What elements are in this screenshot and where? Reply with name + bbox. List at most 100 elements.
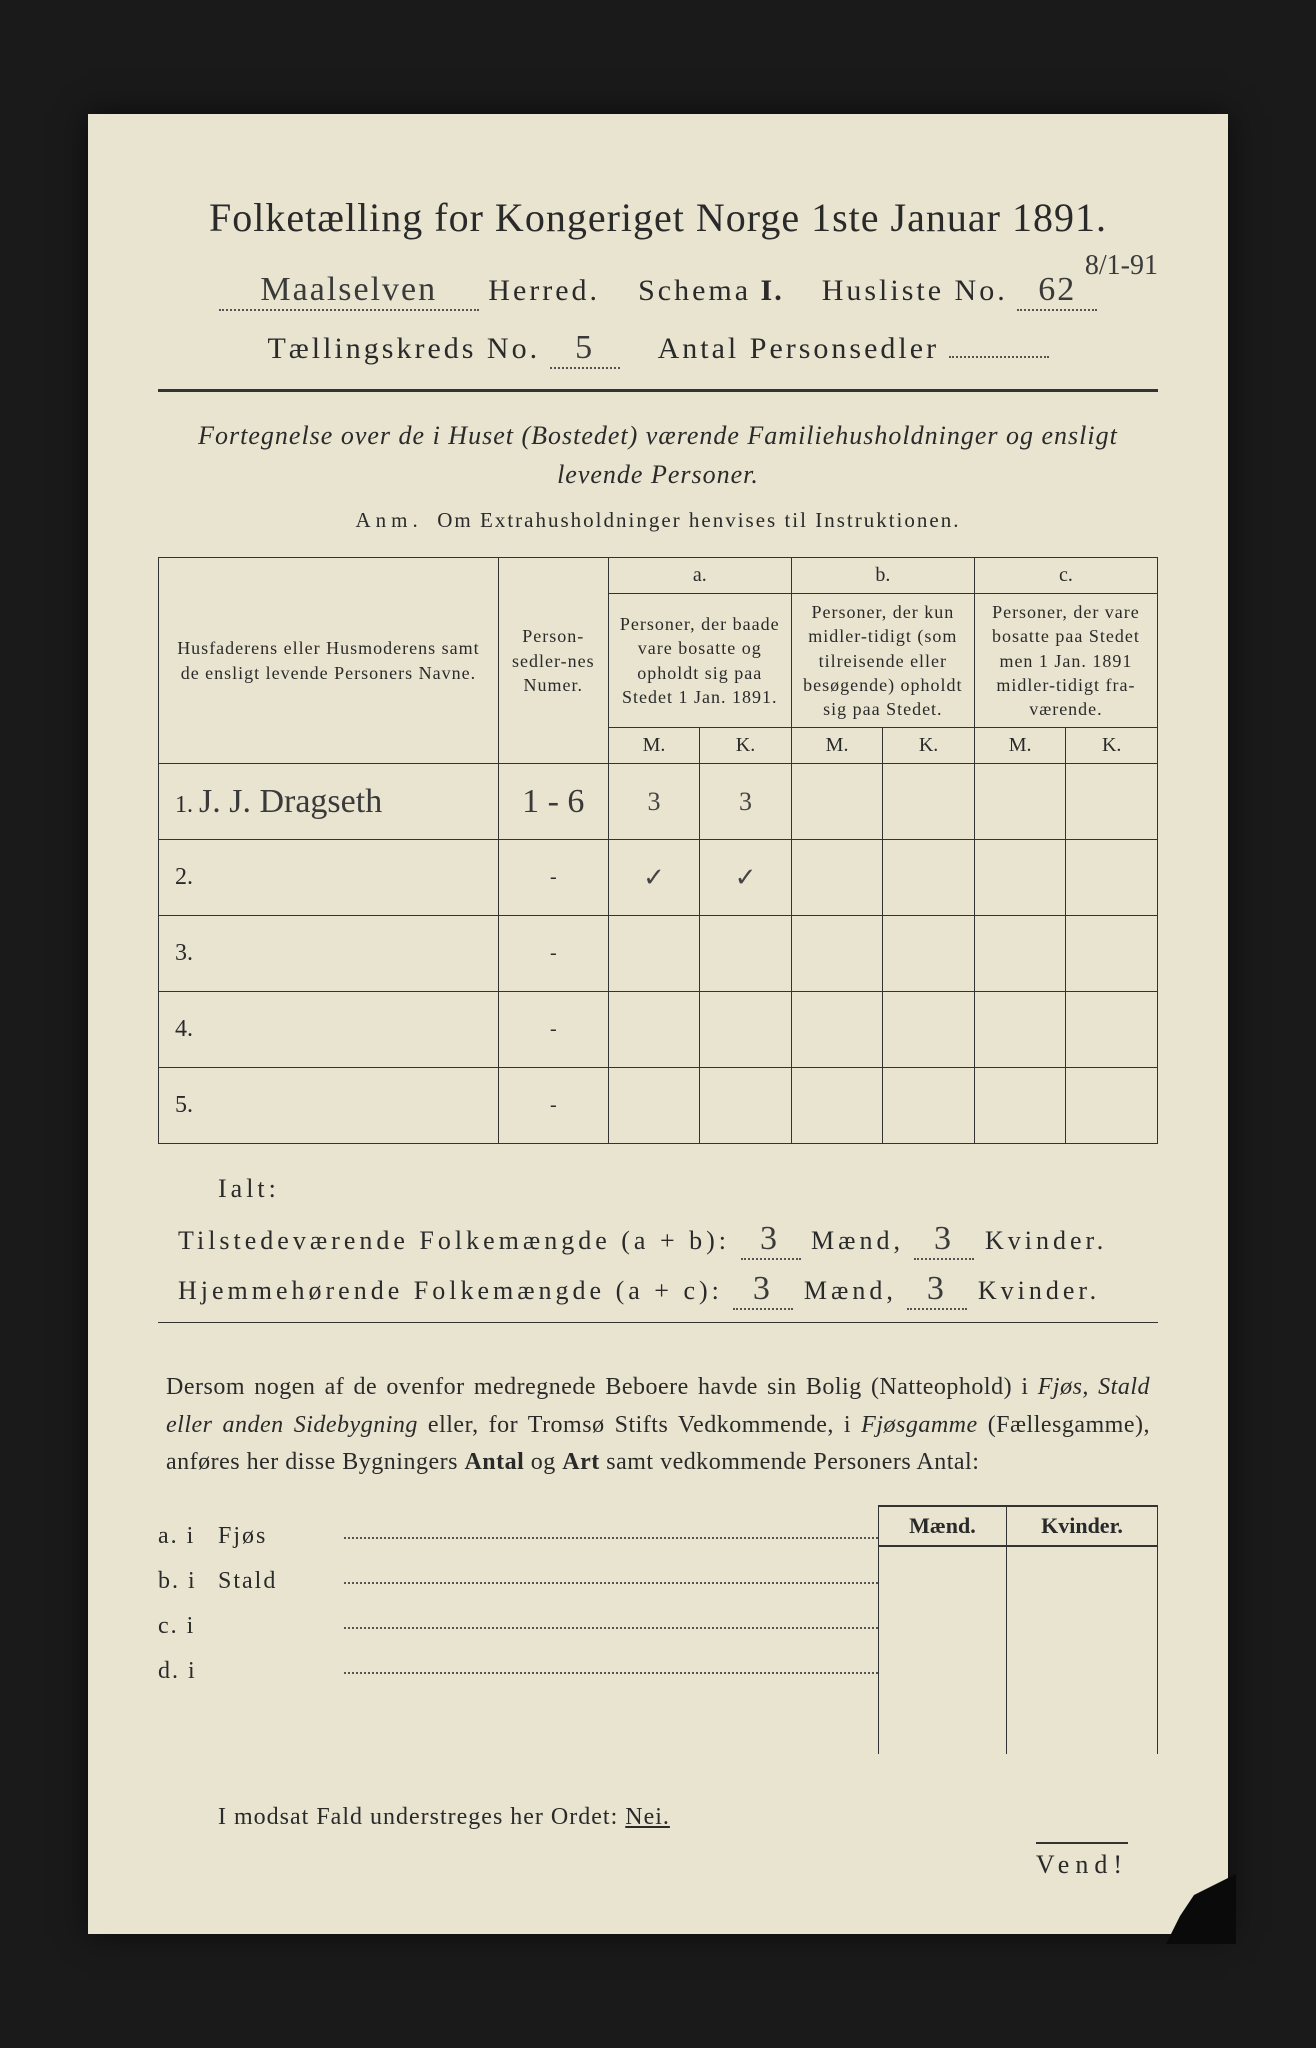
th-names: Husfaderens eller Husmoderens samt de en… bbox=[159, 558, 499, 764]
row-a-k: ✓ bbox=[700, 840, 792, 916]
kreds-label: Tællingskreds No. bbox=[267, 332, 540, 365]
sum1-k: 3 bbox=[914, 1220, 974, 1260]
table-row: 1. J. J. Dragseth1 - 633 bbox=[159, 764, 1158, 840]
row-b-k bbox=[883, 764, 975, 840]
building-mk-table: Mænd. Kvinder. bbox=[878, 1505, 1158, 1754]
th-a-k: K. bbox=[700, 728, 792, 764]
row-b-m bbox=[791, 992, 883, 1068]
row-a-k bbox=[700, 916, 792, 992]
herred-value: Maalselven bbox=[219, 271, 479, 311]
row-num: 1 - 6 bbox=[498, 764, 608, 840]
sum1-m: 3 bbox=[741, 1220, 801, 1260]
row-a-m bbox=[608, 1068, 700, 1144]
sum2-m: 3 bbox=[733, 1270, 793, 1310]
th-c-letter: c. bbox=[974, 558, 1157, 594]
th-b-m: M. bbox=[791, 728, 883, 764]
row-c-k bbox=[1066, 992, 1158, 1068]
household-table: Husfaderens eller Husmoderens samt de en… bbox=[158, 557, 1158, 1144]
row-b-m bbox=[791, 840, 883, 916]
antal-label: Antal Personsedler bbox=[658, 332, 939, 365]
row-name: 1. J. J. Dragseth bbox=[159, 764, 499, 840]
schema-label: Schema bbox=[638, 274, 751, 307]
row-a-k bbox=[700, 1068, 792, 1144]
row-num: - bbox=[498, 916, 608, 992]
sum2-k-label: Kvinder. bbox=[978, 1276, 1100, 1305]
form-title: Folketælling for Kongeriget Norge 1ste J… bbox=[158, 194, 1158, 241]
anm-lead: Anm. bbox=[356, 508, 423, 532]
table-row: 3. - bbox=[159, 916, 1158, 992]
subtitle: Fortegnelse over de i Huset (Bostedet) v… bbox=[158, 416, 1158, 494]
row-num: - bbox=[498, 992, 608, 1068]
th-b-k: K. bbox=[883, 728, 975, 764]
sum1-m-label: Mænd, bbox=[811, 1226, 904, 1255]
th-a-m: M. bbox=[608, 728, 700, 764]
row-a-k: 3 bbox=[700, 764, 792, 840]
row-name: 5. bbox=[159, 1068, 499, 1144]
building-row: b. iStald bbox=[158, 1568, 878, 1595]
row-name: 4. bbox=[159, 992, 499, 1068]
row-b-m bbox=[791, 916, 883, 992]
husliste-label: Husliste No. bbox=[822, 274, 1008, 307]
row-b-k bbox=[883, 992, 975, 1068]
row-b-k bbox=[883, 1068, 975, 1144]
row-c-k bbox=[1066, 916, 1158, 992]
sum1-label: Tilstedeværende Folkemængde (a + b): bbox=[178, 1226, 730, 1255]
table-row: 4. - bbox=[159, 992, 1158, 1068]
th-c-m: M. bbox=[974, 728, 1066, 764]
row-num: - bbox=[498, 840, 608, 916]
th-num: Person-sedler-nes Numer. bbox=[498, 558, 608, 764]
sum2-label: Hjemmehørende Folkemængde (a + c): bbox=[178, 1276, 723, 1305]
table-row: 2. -✓✓ bbox=[159, 840, 1158, 916]
divider bbox=[158, 389, 1158, 392]
building-paragraph: Dersom nogen af de ovenfor medregnede Be… bbox=[166, 1369, 1150, 1481]
row-c-m bbox=[974, 992, 1066, 1068]
page-background: Folketælling for Kongeriget Norge 1ste J… bbox=[0, 0, 1316, 2048]
turn-over: Vend! bbox=[1036, 1842, 1128, 1880]
th-b-letter: b. bbox=[791, 558, 974, 594]
row-c-k bbox=[1066, 840, 1158, 916]
divider-2 bbox=[158, 1322, 1158, 1323]
row-b-m bbox=[791, 1068, 883, 1144]
kreds-value: 5 bbox=[550, 329, 620, 369]
row-a-m: 3 bbox=[608, 764, 700, 840]
building-row: a. iFjøs bbox=[158, 1523, 878, 1550]
row-c-m bbox=[974, 840, 1066, 916]
row-c-k bbox=[1066, 764, 1158, 840]
sum-present: Tilstedeværende Folkemængde (a + b): 3 M… bbox=[178, 1220, 1158, 1260]
herred-label: Herred. bbox=[488, 274, 600, 307]
ialt-label: Ialt: bbox=[218, 1174, 1158, 1204]
row-a-m bbox=[608, 916, 700, 992]
schema-value: I. bbox=[761, 274, 784, 307]
note-line: Anm. Om Extrahusholdninger henvises til … bbox=[158, 508, 1158, 533]
bld-th-k: Kvinder. bbox=[1006, 1506, 1157, 1546]
row-name: 3. bbox=[159, 916, 499, 992]
building-row: c. i bbox=[158, 1613, 878, 1640]
header-line-2: Tællingskreds No. 5 Antal Personsedler bbox=[158, 329, 1158, 369]
building-row: d. i bbox=[158, 1658, 878, 1685]
census-form: Folketælling for Kongeriget Norge 1ste J… bbox=[88, 114, 1228, 1934]
row-b-m bbox=[791, 764, 883, 840]
th-a-letter: a. bbox=[608, 558, 791, 594]
sum2-m-label: Mænd, bbox=[804, 1276, 897, 1305]
nei-word: Nei. bbox=[625, 1804, 670, 1830]
row-a-k bbox=[700, 992, 792, 1068]
row-name: 2. bbox=[159, 840, 499, 916]
bld-th-m: Mænd. bbox=[879, 1506, 1007, 1546]
building-list: a. iFjøs b. iStald c. i d. i bbox=[158, 1505, 878, 1754]
th-c: Personer, der vare bosatte paa Stedet me… bbox=[974, 594, 1157, 728]
sum2-k: 3 bbox=[907, 1270, 967, 1310]
sum-resident: Hjemmehørende Folkemængde (a + c): 3 Mæn… bbox=[178, 1270, 1158, 1310]
sum1-k-label: Kvinder. bbox=[985, 1226, 1107, 1255]
table-row: 5. - bbox=[159, 1068, 1158, 1144]
row-c-k bbox=[1066, 1068, 1158, 1144]
antal-value bbox=[949, 356, 1049, 358]
date-annotation: 8/1-91 bbox=[1085, 250, 1158, 282]
building-section: a. iFjøs b. iStald c. i d. i Mænd. Kvinder. bbox=[158, 1505, 1158, 1754]
row-a-m: ✓ bbox=[608, 840, 700, 916]
anm-text: Om Extrahusholdninger henvises til Instr… bbox=[437, 508, 960, 532]
row-b-k bbox=[883, 916, 975, 992]
nei-line: I modsat Fald understreges her Ordet: Ne… bbox=[218, 1804, 1158, 1831]
row-c-m bbox=[974, 1068, 1066, 1144]
row-a-m bbox=[608, 992, 700, 1068]
row-num: - bbox=[498, 1068, 608, 1144]
